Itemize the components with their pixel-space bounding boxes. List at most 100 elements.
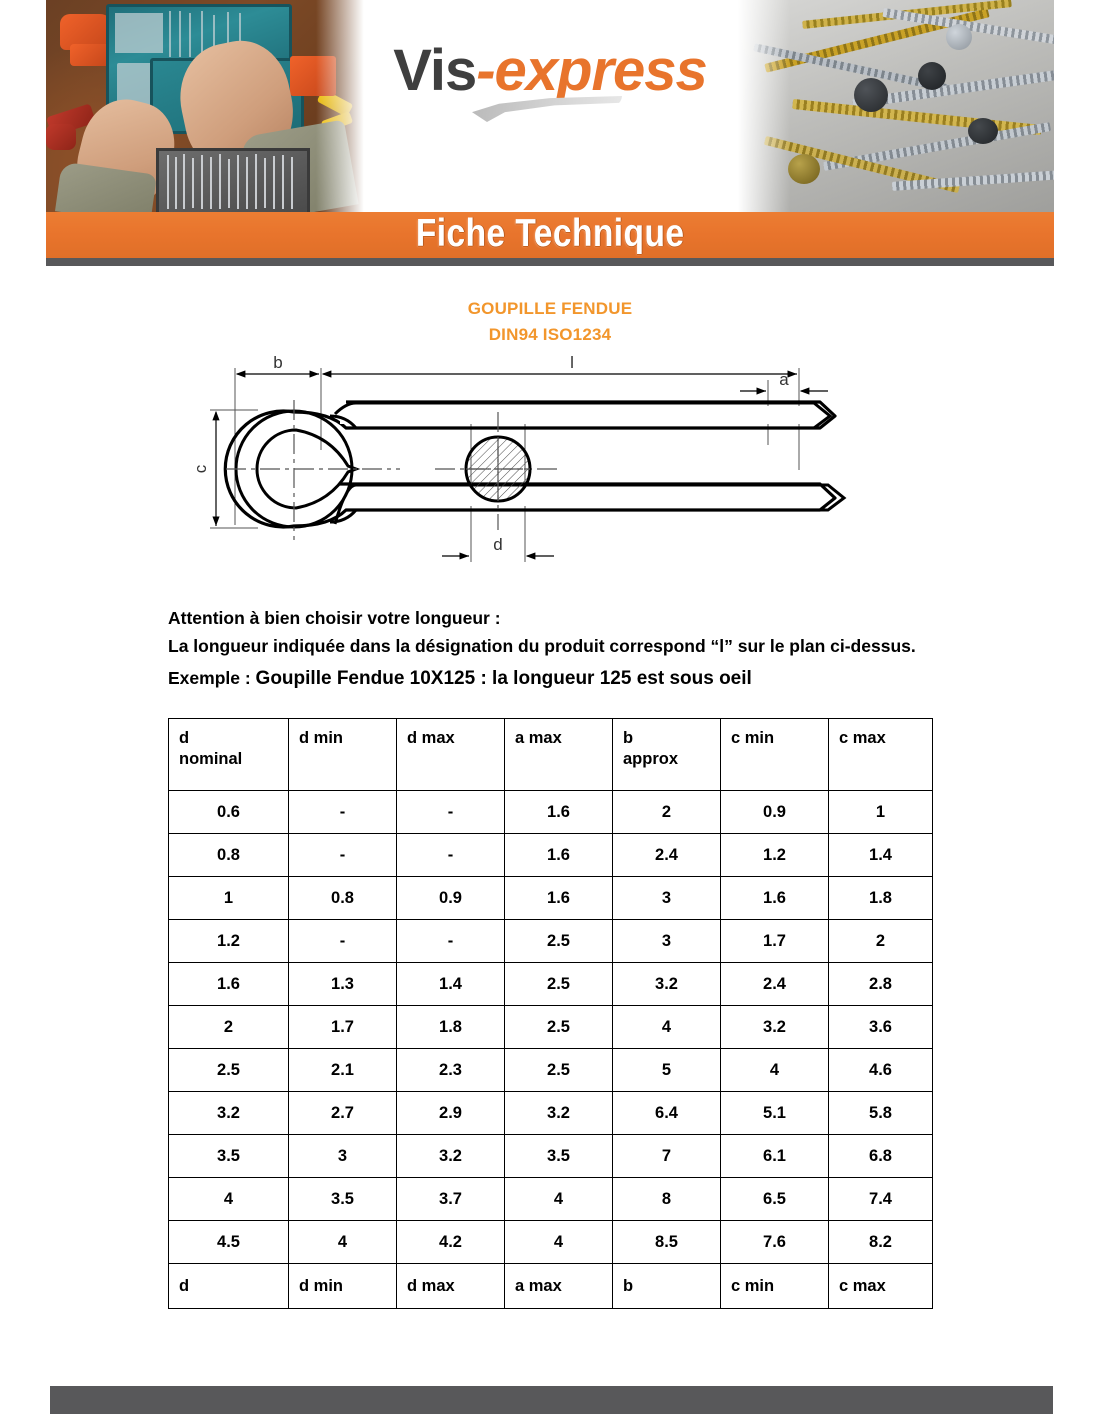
cell-r7-c0: 3.2 — [168, 1091, 289, 1135]
cell-r0-c3: 1.6 — [504, 790, 613, 834]
cell-r4-c4: 3.2 — [612, 962, 721, 1006]
column-footer-4: b — [612, 1263, 721, 1309]
cell-r8-c2: 3.2 — [396, 1134, 505, 1178]
table-row: 0.8- -1.6 2.4 1.2 1.4 — [168, 833, 933, 877]
table-row: 4 3.5 3.7 4 8 6.5 7.4 — [168, 1177, 933, 1221]
cell-r2-c2: 0.9 — [396, 876, 505, 920]
cell-r5-c0: 2 — [168, 1005, 289, 1049]
cell-r7-c6: 5.8 — [828, 1091, 933, 1135]
cell-r6-c4: 5 — [612, 1048, 721, 1092]
column-header-6: c max — [828, 718, 933, 791]
screw-head — [968, 118, 998, 144]
logo: Vis-express — [368, 42, 732, 100]
cell-r3-c2: - — [396, 919, 505, 963]
cell-r4-c5: 2.4 — [720, 962, 829, 1006]
dimension-label-a: a — [779, 370, 789, 389]
header-gray-rule — [46, 258, 1054, 266]
example-text: Goupille Fendue 10X125 : la longueur 125… — [255, 668, 752, 689]
footer-bar — [50, 1386, 1053, 1414]
column-footer-2: d max — [396, 1263, 505, 1309]
cell-r6-c5: 4 — [720, 1048, 829, 1092]
column-footer-3: a max — [504, 1263, 613, 1309]
column-header-3: a max — [504, 718, 613, 791]
cell-r10-c2: 4.2 — [396, 1220, 505, 1264]
cell-r8-c1: 3 — [288, 1134, 397, 1178]
column-header-5: c min — [720, 718, 829, 791]
cell-r4-c0: 1.6 — [168, 962, 289, 1006]
cell-r6-c2: 2.3 — [396, 1048, 505, 1092]
table-body: d nominal d min d max a max b approx c min c max… — [168, 718, 933, 1309]
cell-r5-c3: 2.5 — [504, 1005, 613, 1049]
photo-right-fade — [732, 0, 790, 212]
cell-r10-c0: 4.5 — [168, 1220, 289, 1264]
dimension-label-c: c — [191, 464, 210, 473]
cell-r9-c3: 4 — [504, 1177, 613, 1221]
column-header-4: b approx — [612, 718, 721, 791]
column-header-2: d max — [396, 718, 505, 791]
cell-r4-c2: 1.4 — [396, 962, 505, 1006]
dimension-label-d: d — [493, 535, 502, 554]
table-row: 1.2- -2.5 3 1.7 2 — [168, 919, 933, 963]
logo-secondary-text: -express — [476, 38, 708, 103]
cell-r8-c0: 3.5 — [168, 1134, 289, 1178]
cell-r8-c3: 3.5 — [504, 1134, 613, 1178]
orange-tool-2 — [70, 44, 110, 66]
split-pin-technical-drawing: b l a c d — [180, 350, 860, 580]
note-example: Exemple : Goupille Fendue 10X125 : la lo… — [168, 664, 958, 693]
table-row: 3.5 3 3.2 3.5 7 6.1 6.8 — [168, 1134, 933, 1178]
column-header-1: d min — [288, 718, 397, 791]
cell-r0-c1: - — [288, 790, 397, 834]
screw-head — [946, 24, 972, 50]
cell-r5-c2: 1.8 — [396, 1005, 505, 1049]
cell-r0-c2: - — [396, 790, 505, 834]
cell-r10-c5: 7.6 — [720, 1220, 829, 1264]
cell-r9-c4: 8 — [612, 1177, 721, 1221]
table-row: 3.2 2.7 2.9 3.2 6.4 5.1 5.8 — [168, 1091, 933, 1135]
column-header-0: d nominal — [168, 718, 289, 791]
note-line-1: Attention à bien choisir votre longueur … — [168, 608, 501, 628]
cell-r10-c4: 8.5 — [612, 1220, 721, 1264]
screws-photo — [732, 0, 1054, 212]
cell-r1-c0: 0.8 — [168, 833, 289, 877]
cell-r3-c3: 2.5 — [504, 919, 613, 963]
cell-r8-c6: 6.8 — [828, 1134, 933, 1178]
length-warning-notes: Attention à bien choisir votre longueur … — [168, 604, 958, 693]
cell-r2-c4: 3 — [612, 876, 721, 920]
note-line-2: La longueur indiquée dans la désignation… — [168, 636, 916, 656]
cell-r1-c2: - — [396, 833, 505, 877]
cell-r4-c1: 1.3 — [288, 962, 397, 1006]
cell-r6-c0: 2.5 — [168, 1048, 289, 1092]
screw-head — [788, 154, 820, 184]
cell-r5-c5: 3.2 — [720, 1005, 829, 1049]
cell-r0-c5: 0.9 — [720, 790, 829, 834]
cell-r0-c4: 2 — [612, 790, 721, 834]
column-footer-5: c min — [720, 1263, 829, 1309]
cell-r0-c0: 0.6 — [168, 790, 289, 834]
cell-r7-c1: 2.7 — [288, 1091, 397, 1135]
cell-r4-c6: 2.8 — [828, 962, 933, 1006]
cell-r9-c0: 4 — [168, 1177, 289, 1221]
cell-r3-c6: 2 — [828, 919, 933, 963]
column-footer-6: c max — [828, 1263, 933, 1309]
nail-box — [156, 148, 310, 212]
cell-r1-c6: 1.4 — [828, 833, 933, 877]
cell-r6-c6: 4.6 — [828, 1048, 933, 1092]
cell-r9-c5: 6.5 — [720, 1177, 829, 1221]
screw-head — [918, 62, 946, 90]
cell-r10-c1: 4 — [288, 1220, 397, 1264]
cell-r1-c1: - — [288, 833, 397, 877]
cell-r1-c3: 1.6 — [504, 833, 613, 877]
cell-r7-c5: 5.1 — [720, 1091, 829, 1135]
cell-r0-c6: 1 — [828, 790, 933, 834]
dimension-label-b: b — [273, 353, 282, 372]
table-row: 1 0.8 0.9 1.6 3 1.6 1.8 — [168, 876, 933, 920]
dimension-table: d nominal d min d max a max b approx c min c max… — [168, 718, 933, 1309]
cell-r2-c1: 0.8 — [288, 876, 397, 920]
cell-r8-c4: 7 — [612, 1134, 721, 1178]
product-name: GOUPILLE FENDUE — [467, 299, 633, 318]
cell-r9-c1: 3.5 — [288, 1177, 397, 1221]
photo-left-fade — [316, 0, 368, 212]
cell-r1-c5: 1.2 — [720, 833, 829, 877]
cell-r6-c3: 2.5 — [504, 1048, 613, 1092]
cell-r5-c1: 1.7 — [288, 1005, 397, 1049]
